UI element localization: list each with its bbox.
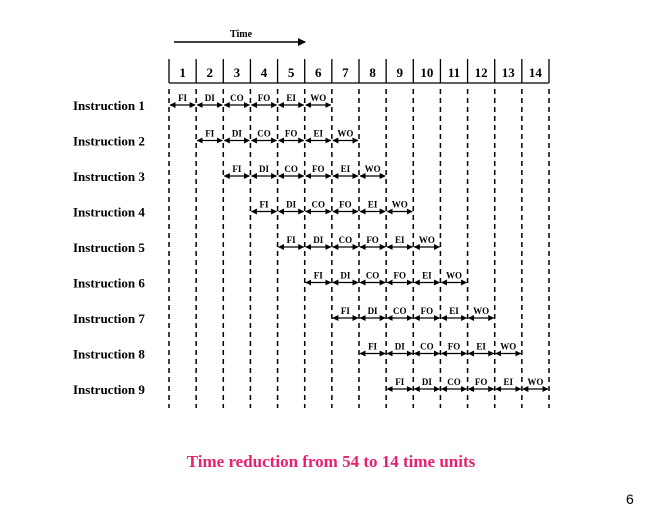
time-unit-11: 11 xyxy=(448,65,460,80)
instruction-row: Instruction 1 FI DI CO FO EI WO xyxy=(73,93,332,113)
time-unit-6: 6 xyxy=(315,65,322,80)
stage-label: FO xyxy=(393,271,406,281)
time-unit-13: 13 xyxy=(502,65,516,80)
stage-label: FO xyxy=(475,377,488,387)
instruction-row: Instruction 8 FI DI CO FO EI WO xyxy=(73,342,522,362)
instruction-label: Instruction 5 xyxy=(73,240,145,255)
time-unit-2: 2 xyxy=(206,65,213,80)
stage-label: EI xyxy=(341,164,351,174)
stage-label: FI xyxy=(232,164,241,174)
instruction-label: Instruction 4 xyxy=(73,205,145,220)
time-gridlines xyxy=(168,89,550,408)
stage-label: EI xyxy=(286,93,296,103)
stage-label: DI xyxy=(340,271,350,281)
instruction-label: Instruction 2 xyxy=(73,134,145,149)
stage-label: CO xyxy=(284,164,298,174)
stage-label: FI xyxy=(314,271,323,281)
instruction-row: Instruction 6 FI DI CO FO EI WO xyxy=(73,271,468,291)
stage-label: DI xyxy=(286,200,296,210)
instruction-label: Instruction 8 xyxy=(73,347,145,362)
time-unit-12: 12 xyxy=(475,65,488,80)
time-unit-9: 9 xyxy=(396,65,403,80)
instruction-row: Instruction 5 FI DI CO FO EI WO xyxy=(73,235,440,255)
stage-label: WO xyxy=(365,164,381,174)
stage-label: EI xyxy=(314,129,324,139)
stage-label: FO xyxy=(312,164,325,174)
instruction-row: Instruction 9 FI DI CO FO EI WO xyxy=(73,377,549,397)
stage-label: EI xyxy=(368,200,378,210)
stage-label: FI xyxy=(260,200,269,210)
stage-label: FI xyxy=(341,306,350,316)
stage-label: EI xyxy=(422,271,432,281)
time-unit-5: 5 xyxy=(288,65,295,80)
stage-label: FO xyxy=(339,200,352,210)
time-unit-4: 4 xyxy=(261,65,268,80)
stage-label: FI xyxy=(205,129,214,139)
time-unit-1: 1 xyxy=(179,65,186,80)
stage-label: FI xyxy=(178,93,187,103)
instruction-label: Instruction 1 xyxy=(73,98,145,113)
stage-label: CO xyxy=(257,129,271,139)
stage-label: CO xyxy=(366,271,380,281)
stage-label: WO xyxy=(527,377,543,387)
instruction-row: Instruction 3 FI DI CO FO EI WO xyxy=(73,164,386,184)
instruction-label: Instruction 9 xyxy=(73,382,145,397)
stage-label: FO xyxy=(366,235,379,245)
instruction-label: Instruction 7 xyxy=(73,311,145,326)
stage-label: WO xyxy=(310,93,326,103)
pipeline-timing-diagram: Time 1 2 3 4 5 6 7 8 9 10 11 12 13 14 Instruction 1 FI… xyxy=(73,29,550,408)
stage-label: FO xyxy=(448,342,461,352)
stage-label: WO xyxy=(337,129,353,139)
stage-label: WO xyxy=(500,342,516,352)
stage-label: FI xyxy=(368,342,377,352)
time-label: Time xyxy=(230,29,253,40)
time-unit-3: 3 xyxy=(234,65,241,80)
instruction-row: Instruction 4 FI DI CO FO EI WO xyxy=(73,200,413,220)
stage-label: EI xyxy=(504,377,514,387)
instruction-rows: Instruction 1 FI DI CO FO EI WO Instruction 2 FI… xyxy=(73,93,549,397)
instruction-label: Instruction 6 xyxy=(73,276,145,291)
stage-label: DI xyxy=(205,93,215,103)
stage-label: FO xyxy=(258,93,271,103)
stage-label: FO xyxy=(285,129,298,139)
instruction-label: Instruction 3 xyxy=(73,169,145,184)
stage-label: EI xyxy=(449,306,459,316)
time-unit-10: 10 xyxy=(420,65,433,80)
stage-label: DI xyxy=(313,235,323,245)
stage-label: DI xyxy=(422,377,432,387)
stage-label: EI xyxy=(476,342,486,352)
stage-label: DI xyxy=(368,306,378,316)
instruction-row: Instruction 2 FI DI CO FO EI WO xyxy=(73,129,359,149)
stage-label: CO xyxy=(420,342,434,352)
time-unit-7: 7 xyxy=(342,65,349,80)
instruction-row: Instruction 7 FI DI CO FO EI WO xyxy=(73,306,495,326)
stage-label: CO xyxy=(393,306,407,316)
time-unit-8: 8 xyxy=(369,65,376,80)
caption: Time reduction from 54 to 14 time units xyxy=(186,452,476,471)
stage-label: DI xyxy=(259,164,269,174)
time-unit-header: 1 2 3 4 5 6 7 8 9 10 11 12 13 14 xyxy=(168,59,550,84)
stage-label: WO xyxy=(419,235,435,245)
stage-label: CO xyxy=(447,377,461,387)
stage-label: DI xyxy=(395,342,405,352)
stage-label: WO xyxy=(473,306,489,316)
time-unit-14: 14 xyxy=(529,65,543,80)
stage-label: EI xyxy=(395,235,405,245)
stage-label: CO xyxy=(230,93,244,103)
stage-label: WO xyxy=(446,271,462,281)
stage-label: DI xyxy=(232,129,242,139)
stage-label: CO xyxy=(312,200,326,210)
stage-label: FO xyxy=(421,306,434,316)
stage-label: FI xyxy=(395,377,404,387)
page-number: 6 xyxy=(626,491,634,507)
stage-label: CO xyxy=(339,235,353,245)
stage-label: FI xyxy=(287,235,296,245)
stage-label: WO xyxy=(392,200,408,210)
